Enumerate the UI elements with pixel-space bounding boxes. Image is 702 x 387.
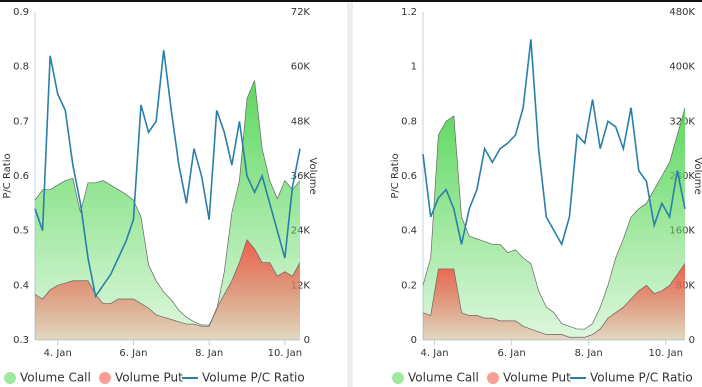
y-tick-label: 0.5 <box>13 226 29 237</box>
area-edge <box>422 107 686 330</box>
y2-tick-label: 480K <box>669 7 695 18</box>
x-tick-label: 8. Jan <box>575 348 603 359</box>
y2-axis-title: Volume <box>692 157 702 194</box>
x-tick-label: 6. Jan <box>498 348 526 359</box>
x-tick-label: 10. Jan <box>268 348 303 359</box>
y2-tick-label: 80K <box>676 280 696 291</box>
area-edge <box>422 263 686 338</box>
area-edge <box>34 239 301 327</box>
legend-label: Volume Call <box>20 371 91 385</box>
legend-label: Volume P/C Ratio <box>590 371 693 385</box>
y-tick-label: 0.3 <box>13 335 29 346</box>
y-tick-label: 0.4 <box>401 226 417 237</box>
x-tick-label: 4. Jan <box>44 348 72 359</box>
legend-symbol <box>99 372 111 384</box>
area <box>423 107 685 341</box>
x-tick-label: 8. Jan <box>195 348 223 359</box>
area <box>35 80 300 340</box>
x-tick-label: 10. Jan <box>648 348 683 359</box>
y2-axis-title: Volume <box>307 157 318 194</box>
area-edge <box>34 80 301 326</box>
legend-symbol <box>392 372 404 384</box>
x-tick-label: 4. Jan <box>420 348 448 359</box>
top-border <box>0 0 702 2</box>
y2-tick-label: 400K <box>669 62 695 73</box>
y-tick-label: 0.8 <box>401 116 417 127</box>
x-tick-label: 6. Jan <box>119 348 147 359</box>
y-tick-label: 0 <box>411 335 417 346</box>
y-tick-label: 0.6 <box>13 171 29 182</box>
y2-tick-label: 72K <box>291 7 311 18</box>
area <box>423 263 685 340</box>
y2-tick-label: 36K <box>291 171 311 182</box>
y-tick-label: 0.4 <box>13 280 29 291</box>
y-tick-label: 0.7 <box>13 116 29 127</box>
y2-tick-label: 48K <box>291 116 311 127</box>
y-tick-label: 1.2 <box>401 7 417 18</box>
y2-tick-label: 12K <box>291 280 311 291</box>
legend-symbol <box>487 372 499 384</box>
y-axis-title: P/C Ratio <box>390 153 401 198</box>
line <box>422 39 686 247</box>
legend-label: Volume Call <box>408 371 479 385</box>
y-tick-label: 1 <box>411 62 417 73</box>
y-tick-label: 0.2 <box>401 280 417 291</box>
area <box>35 239 300 340</box>
legend-symbol <box>4 372 16 384</box>
legend-label: Volume P/C Ratio <box>202 371 305 385</box>
legend-label: Volume Put <box>503 371 571 385</box>
y-tick-label: 0.9 <box>13 7 29 18</box>
y2-tick-label: 60K <box>291 62 311 73</box>
legend-label: Volume Put <box>115 371 183 385</box>
y2-tick-label: 0 <box>689 335 695 346</box>
y-tick-label: 0.6 <box>401 171 417 182</box>
y-axis-title: P/C Ratio <box>2 153 13 198</box>
y2-tick-label: 24K <box>291 226 311 237</box>
line <box>34 50 301 299</box>
panel-separator <box>347 2 353 387</box>
y2-tick-label: 0 <box>304 335 310 346</box>
y-tick-label: 0.8 <box>13 62 29 73</box>
